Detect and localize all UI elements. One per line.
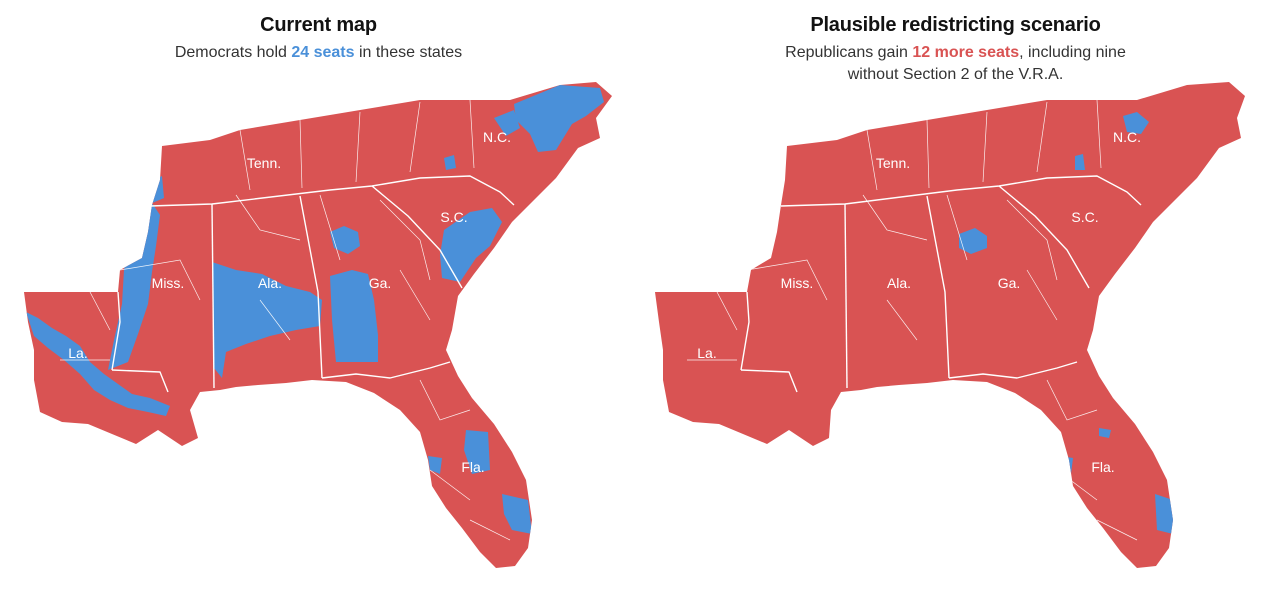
district-georgia-atlanta: [330, 226, 360, 254]
label-tennessee: Tenn.: [876, 155, 910, 171]
label-florida: Fla.: [1091, 459, 1114, 475]
label-alabama: Ala.: [258, 275, 282, 291]
district-north-carolina-triangle: [494, 110, 520, 136]
label-south-carolina: S.C.: [1071, 209, 1098, 225]
current-district-map: Tenn. N.C. S.C. Miss. Ala. Ga. La. Fla.: [24, 82, 612, 568]
district-louisiana-2: [26, 312, 170, 416]
democrat-districts: [959, 112, 1173, 534]
current-map-panel: Current map Democrats hold 24 seats in t…: [0, 0, 637, 568]
district-florida-tampa: [1061, 456, 1073, 474]
district-alabama-7: [212, 262, 322, 378]
state-labels: Tenn. N.C. S.C. Miss. Ala. Ga. La. Fla.: [68, 129, 511, 475]
district-florida-orlando: [1099, 428, 1111, 438]
district-florida-south: [502, 494, 532, 534]
district-mississippi-2: [108, 200, 160, 370]
democrat-districts: [26, 85, 604, 534]
label-louisiana: La.: [697, 345, 716, 361]
republican-seat-gain: 12 more seats: [912, 44, 1020, 61]
district-georgia-atlanta: [959, 228, 987, 254]
state-borders: [740, 175, 1142, 393]
label-georgia: Ga.: [369, 275, 392, 291]
label-mississippi: Miss.: [781, 275, 814, 291]
scenario-map-panel: Plausible redistricting scenario Republi…: [637, 0, 1274, 589]
scenario-district-map: Tenn. N.C. S.C. Miss. Ala. Ga. La. Fla.: [655, 82, 1245, 568]
district-florida-south: [1155, 494, 1173, 534]
label-north-carolina: N.C.: [1113, 129, 1141, 145]
current-map-subtitle: Democrats hold 24 seats in these states: [174, 44, 463, 61]
district-georgia-2: [330, 270, 378, 362]
district-florida-tampa: [428, 456, 442, 474]
democrat-seat-count: 24 seats: [291, 44, 355, 61]
scenario-map-title: Plausible redistricting scenario: [810, 14, 1101, 36]
scenario-map-heading: Plausible redistricting scenario Republi…: [637, 0, 1274, 86]
current-map-title: Current map: [260, 14, 377, 36]
district-lines: [687, 99, 1138, 541]
label-mississippi: Miss.: [152, 275, 185, 291]
label-north-carolina: N.C.: [483, 129, 511, 145]
label-south-carolina: S.C.: [440, 209, 467, 225]
label-florida: Fla.: [461, 459, 484, 475]
district-north-carolina-charlotte: [1075, 154, 1085, 170]
scenario-map-subtitle: Republicans gain 12 more seats, includin…: [785, 44, 1126, 83]
label-alabama: Ala.: [887, 275, 911, 291]
label-georgia: Ga.: [998, 275, 1021, 291]
district-lines: [60, 99, 511, 541]
label-louisiana: La.: [68, 345, 87, 361]
state-borders: [111, 175, 515, 393]
label-tennessee: Tenn.: [247, 155, 281, 171]
current-map-heading: Current map Democrats hold 24 seats in t…: [0, 0, 637, 64]
district-north-carolina-triangle: [1123, 112, 1149, 134]
district-south-carolina-6: [440, 208, 502, 282]
state-labels: Tenn. N.C. S.C. Miss. Ala. Ga. La. Fla.: [697, 129, 1141, 475]
district-north-carolina-charlotte: [444, 155, 456, 170]
district-florida-orlando: [464, 430, 490, 474]
district-north-carolina-1: [514, 85, 604, 152]
